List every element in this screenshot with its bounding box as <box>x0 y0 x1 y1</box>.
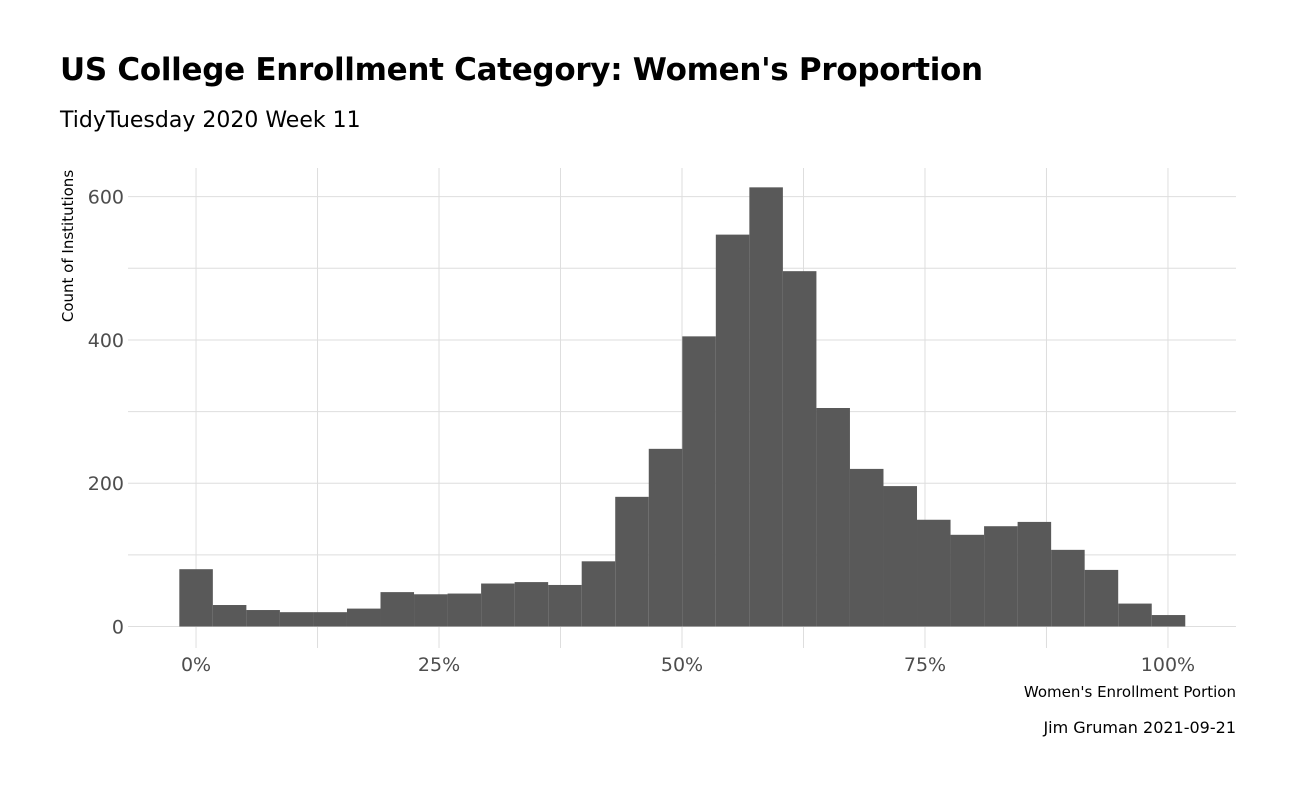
y-axis-title: Count of Institutions <box>59 170 77 322</box>
histogram-bar <box>346 608 381 627</box>
histogram-bar <box>380 592 415 627</box>
histogram-bar <box>1118 603 1152 627</box>
histogram-bar <box>1084 569 1119 627</box>
y-tick-label: 600 <box>88 187 124 209</box>
histogram-bar <box>1151 615 1186 627</box>
x-tick-label: 100% <box>1141 654 1195 676</box>
histogram-bar <box>849 468 884 627</box>
histogram-bar <box>447 593 482 627</box>
histogram-bar <box>246 610 280 627</box>
y-tick-label: 0 <box>112 617 124 639</box>
histogram-bar <box>481 583 515 627</box>
histogram-bar <box>279 612 314 627</box>
x-tick-label: 50% <box>661 654 703 676</box>
histogram-bar <box>179 569 213 627</box>
histogram-bar <box>917 519 951 627</box>
histogram-bar <box>548 584 582 627</box>
tick-labels: 0% 25% 50% 75% 100% 0 200 400 600 <box>88 187 1195 676</box>
y-tick-label: 400 <box>88 330 124 352</box>
x-axis-title: Women's Enrollment Portion <box>1024 683 1236 701</box>
histogram-bar <box>749 187 783 627</box>
histogram-bar <box>816 408 850 627</box>
histogram-bar <box>1051 549 1085 627</box>
x-tick-label: 25% <box>418 654 460 676</box>
histogram-bar <box>950 534 985 627</box>
histogram-bar <box>782 271 817 627</box>
histogram-bar <box>581 561 616 627</box>
histogram-bar <box>682 336 716 627</box>
histogram-bar <box>313 612 347 627</box>
chart-caption: Jim Gruman 2021-09-21 <box>1043 718 1236 737</box>
histogram-bar <box>715 234 750 627</box>
histogram-bar <box>212 605 247 627</box>
y-tick-label: 200 <box>88 473 124 495</box>
bars <box>179 187 1186 627</box>
histogram-bar <box>1017 521 1052 627</box>
histogram-bar <box>615 496 649 627</box>
chart-title: US College Enrollment Category: Women's … <box>60 52 983 88</box>
x-tick-label: 75% <box>904 654 946 676</box>
histogram-bar <box>514 582 549 627</box>
chart-subtitle: TidyTuesday 2020 Week 11 <box>60 108 361 133</box>
histogram-bar <box>883 486 918 627</box>
histogram-bar <box>984 526 1018 627</box>
x-tick-label: 0% <box>181 654 211 676</box>
histogram-bar <box>648 448 683 627</box>
histogram-bar <box>414 594 448 627</box>
